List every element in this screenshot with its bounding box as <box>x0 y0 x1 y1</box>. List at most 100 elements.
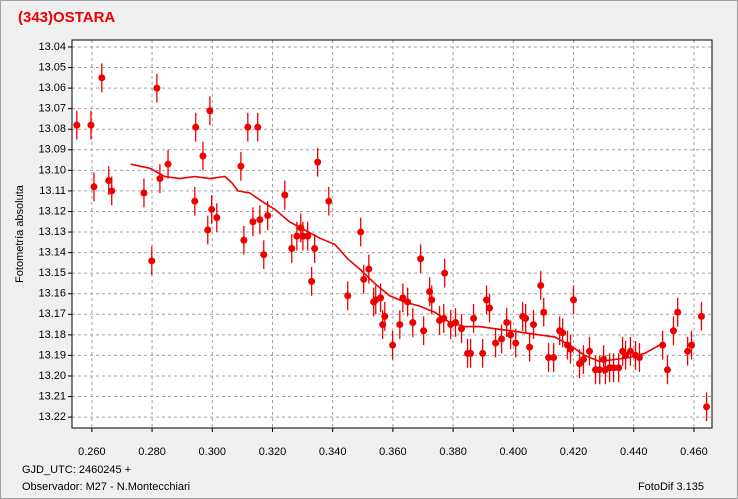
data-point <box>512 339 520 347</box>
data-point <box>377 294 385 302</box>
y-tick-label: 13.11 <box>39 185 66 197</box>
data-point <box>441 269 449 277</box>
x-axis-label: GJD_UTC: 2460245 + <box>22 464 131 476</box>
credit: FotoDif 3.135 <box>638 481 704 493</box>
y-tick-label: 13.13 <box>38 226 66 238</box>
data-point <box>622 351 630 359</box>
x-tick-label: 0.380 <box>439 446 467 458</box>
data-point <box>105 177 113 185</box>
y-tick-label: 13.22 <box>38 411 66 423</box>
x-tick-label: 0.360 <box>379 446 407 458</box>
data-point <box>365 265 373 273</box>
y-tick-label: 13.06 <box>38 82 66 94</box>
data-point <box>486 304 494 312</box>
data-point <box>73 121 81 129</box>
y-axis-label: Fotometría absoluta <box>14 184 26 283</box>
data-point <box>204 226 212 234</box>
data-point <box>396 321 404 329</box>
data-point <box>579 356 587 364</box>
data-point <box>703 403 711 411</box>
x-tick-label: 0.400 <box>500 446 528 458</box>
x-tick-label: 0.340 <box>319 446 347 458</box>
data-point <box>529 321 537 329</box>
data-point <box>191 197 199 205</box>
data-point <box>325 197 333 205</box>
data-point <box>90 183 98 191</box>
data-point <box>585 347 593 355</box>
data-point <box>522 314 530 322</box>
x-tick-label: 0.460 <box>680 446 708 458</box>
data-point <box>550 353 558 361</box>
plot-border <box>71 39 713 429</box>
data-point <box>409 319 417 327</box>
data-point <box>470 314 478 322</box>
data-point <box>540 308 548 316</box>
data-point <box>254 123 262 131</box>
y-tick-label: 13.12 <box>38 205 66 217</box>
footnote: Observador: M27 - N.Montecchiari <box>22 481 190 493</box>
data-point <box>153 84 161 92</box>
y-tick-label: 13.09 <box>38 144 66 156</box>
data-point <box>281 191 289 199</box>
data-point <box>192 123 200 131</box>
data-point <box>428 296 436 304</box>
data-point <box>304 232 312 240</box>
x-tick-label: 0.300 <box>199 446 227 458</box>
data-point <box>545 353 553 361</box>
data-point <box>249 218 257 226</box>
data-point <box>264 212 272 220</box>
data-point <box>213 214 221 222</box>
data-point <box>537 282 545 290</box>
data-point <box>148 257 156 265</box>
data-point <box>156 175 164 183</box>
data-point <box>260 251 268 259</box>
data-point <box>635 353 643 361</box>
data-point <box>526 343 534 351</box>
data-point <box>208 205 216 213</box>
data-point <box>293 232 301 240</box>
data-point <box>199 152 207 160</box>
y-tick-label: 13.21 <box>38 390 66 402</box>
data-point <box>684 347 692 355</box>
data-point <box>206 107 214 115</box>
y-tick-label: 13.04 <box>38 41 66 53</box>
y-tick-label: 13.14 <box>38 247 66 259</box>
x-tick-label: 0.280 <box>138 446 166 458</box>
data-point <box>674 308 682 316</box>
data-point <box>467 349 475 357</box>
x-tick-label: 0.440 <box>620 446 648 458</box>
data-point <box>381 312 389 320</box>
data-point <box>452 319 460 327</box>
data-point <box>440 314 448 322</box>
data-point <box>140 189 148 197</box>
data-point <box>570 296 578 304</box>
data-point <box>663 366 671 374</box>
data-point <box>311 244 319 252</box>
x-tick-label: 0.320 <box>259 446 287 458</box>
y-tick-label: 13.15 <box>38 267 66 279</box>
y-tick-label: 13.08 <box>38 123 66 135</box>
data-point <box>108 187 116 195</box>
y-tick-label: 13.10 <box>38 164 66 176</box>
data-point <box>256 216 264 224</box>
y-tick-label: 13.07 <box>38 103 66 115</box>
data-point <box>344 292 352 300</box>
data-point <box>483 296 491 304</box>
y-tick-label: 13.19 <box>38 349 66 361</box>
y-tick-label: 13.18 <box>38 329 66 341</box>
data-point <box>87 121 95 129</box>
x-tick-label: 0.260 <box>78 446 106 458</box>
data-point <box>308 277 316 285</box>
data-point <box>498 335 506 343</box>
data-point <box>399 294 407 302</box>
data-point <box>697 312 705 320</box>
data-point <box>567 345 575 353</box>
data-point <box>244 123 252 131</box>
data-point <box>507 331 515 339</box>
data-point <box>240 236 248 244</box>
y-tick-label: 13.20 <box>38 370 66 382</box>
data-point <box>688 341 696 349</box>
data-point <box>389 341 397 349</box>
data-point <box>98 74 106 82</box>
